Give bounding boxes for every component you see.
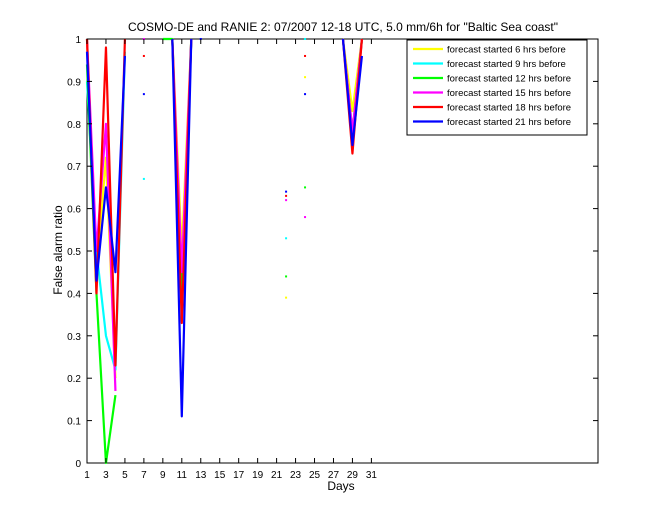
series-6	[85, 38, 364, 418]
data-point	[285, 199, 288, 202]
x-tick-label: 25	[309, 470, 321, 481]
x-tick-label: 19	[252, 470, 264, 481]
y-tick-label: 1	[75, 35, 81, 46]
data-point	[142, 177, 145, 180]
y-tick-label: 0	[75, 459, 81, 470]
legend-entry: forecast started 18 hrs before	[447, 103, 571, 114]
data-point	[304, 93, 307, 96]
x-tick-label: 21	[271, 470, 283, 481]
x-tick-label: 13	[195, 470, 207, 481]
y-tick-label: 0.2	[67, 374, 81, 385]
x-tick-label: 5	[122, 470, 128, 481]
y-tick-label: 0.8	[67, 120, 81, 131]
x-tick-label: 31	[366, 470, 378, 481]
x-tick-label: 29	[347, 470, 359, 481]
x-tick-label: 9	[160, 470, 166, 481]
legend-entry: forecast started 21 hrs before	[447, 117, 571, 128]
x-tick-label: 27	[328, 470, 340, 481]
y-tick-label: 0.3	[67, 332, 81, 343]
x-tick-label: 3	[103, 470, 109, 481]
y-tick-label: 0.4	[67, 289, 81, 300]
data-point	[304, 186, 307, 189]
data-point	[304, 54, 307, 57]
data-point	[285, 194, 288, 197]
x-tick-label: 1	[84, 470, 90, 481]
y-axis: 0 0.1 0.2 0.3 0.4 0.5 0.6 0.7 0.8 0.9 1	[67, 35, 598, 470]
y-tick-label: 0.5	[67, 247, 81, 258]
legend-entry: forecast started 15 hrs before	[447, 88, 571, 99]
y-tick-label: 0.1	[67, 417, 81, 428]
x-axis-label: Days	[327, 479, 354, 493]
x-tick-label: 11	[177, 470, 188, 481]
x-tick-label: 23	[290, 470, 302, 481]
legend-entry: forecast started 9 hrs before	[447, 59, 566, 70]
series-line	[85, 51, 127, 282]
x-tick-label: 7	[141, 470, 147, 481]
legend-entry: forecast started 6 hrs before	[447, 45, 566, 56]
data-point	[285, 275, 288, 278]
x-axis: 1 3 5 7 9 11 13 15 17 19 21 23 25 27 29 31	[84, 39, 377, 481]
x-tick-label: 17	[233, 470, 245, 481]
data-point	[142, 93, 145, 96]
data-point	[304, 76, 307, 79]
y-tick-label: 0.6	[67, 205, 81, 216]
series-line	[341, 38, 364, 147]
data-point	[304, 38, 307, 40]
chart-title: COSMO-DE and RANIE 2: 07/2007 12-18 UTC,…	[128, 20, 558, 34]
x-tick-label: 15	[214, 470, 226, 481]
legend: forecast started 6 hrs before forecast st…	[406, 39, 588, 136]
legend-entry: forecast started 12 hrs before	[447, 74, 571, 85]
series-layer	[85, 37, 364, 465]
y-axis-label: False alarm ratio	[51, 205, 65, 295]
y-tick-label: 0.9	[67, 77, 81, 88]
data-point	[285, 190, 288, 193]
series-line	[171, 38, 193, 418]
legend-box	[406, 39, 588, 136]
data-point	[304, 216, 307, 219]
data-point	[142, 54, 145, 57]
data-point	[285, 296, 288, 299]
y-tick-label: 0.7	[67, 162, 81, 173]
data-point	[285, 237, 288, 240]
